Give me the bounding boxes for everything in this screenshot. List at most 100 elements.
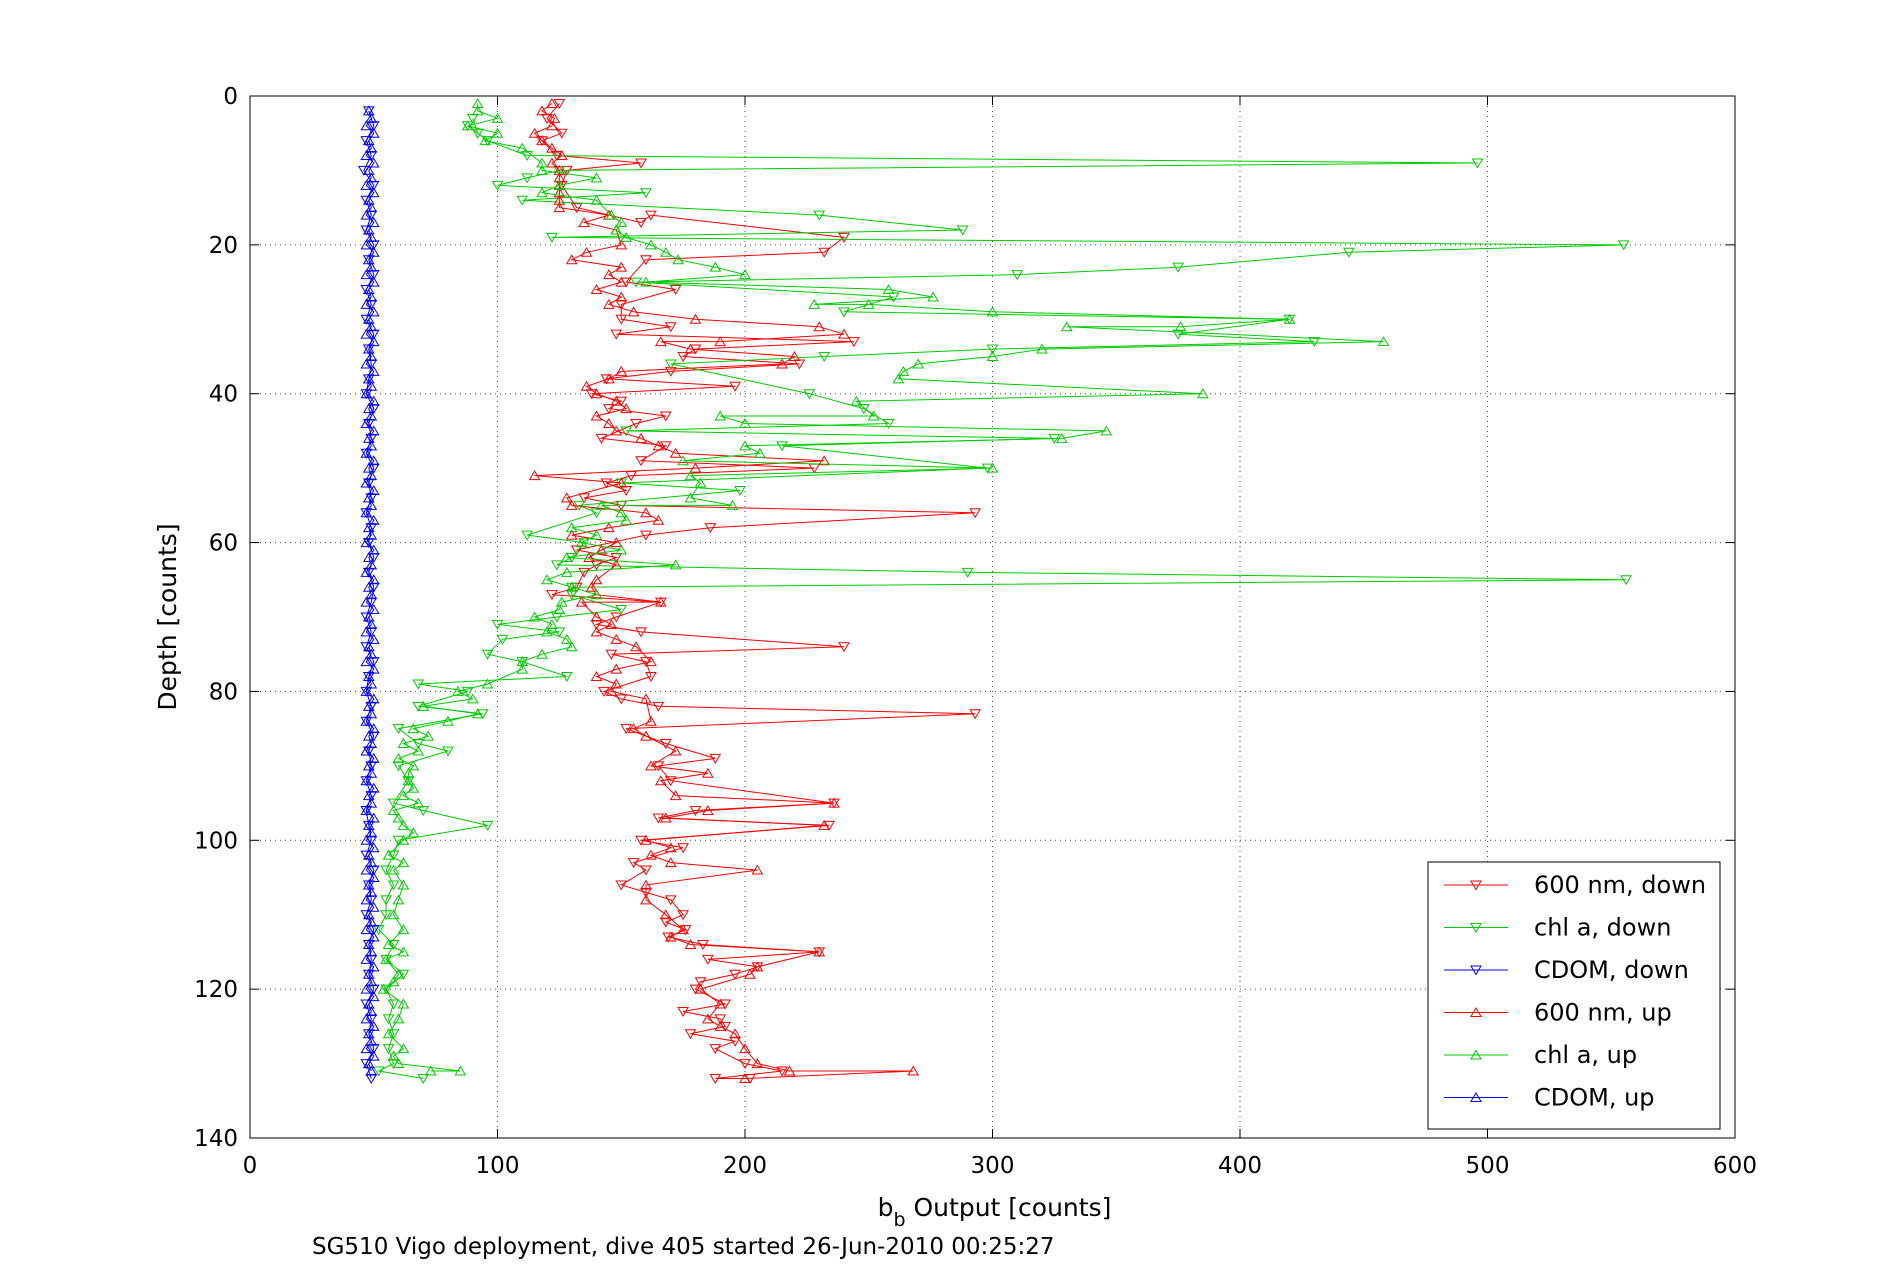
- data-point: [702, 954, 714, 965]
- data-point: [555, 128, 568, 139]
- data-point: [402, 767, 415, 778]
- legend-label: 600 nm, down: [1534, 871, 1706, 899]
- data-point: [365, 827, 378, 838]
- legend-swatch-marker: [1470, 880, 1482, 891]
- data-point: [362, 641, 375, 652]
- data-point: [367, 901, 380, 912]
- data-point: [471, 708, 484, 719]
- data-point: [729, 969, 741, 980]
- data-point: [640, 188, 652, 199]
- data-point: [360, 447, 373, 458]
- data-point: [362, 343, 375, 354]
- data-point: [360, 298, 373, 309]
- data-point: [689, 462, 702, 473]
- data-point: [360, 745, 373, 756]
- data-point: [1377, 336, 1390, 347]
- data-point: [412, 745, 425, 756]
- data-point: [553, 172, 566, 183]
- data-point: [565, 254, 578, 265]
- data-point: [659, 441, 672, 452]
- data-point: [838, 642, 850, 653]
- data-point: [664, 366, 677, 377]
- data-point: [367, 723, 380, 734]
- data-point: [362, 1028, 375, 1039]
- data-point: [360, 685, 373, 696]
- data-point: [392, 724, 405, 735]
- data-point: [848, 337, 860, 348]
- data-point: [471, 97, 484, 108]
- data-point: [360, 358, 373, 369]
- data-point: [605, 649, 618, 660]
- data-point: [659, 739, 672, 750]
- data-point: [360, 805, 373, 816]
- data-point: [387, 805, 400, 816]
- data-point: [684, 470, 697, 481]
- data-point: [828, 797, 840, 808]
- data-point: [452, 685, 464, 696]
- data-point: [481, 649, 494, 660]
- data-point: [850, 395, 863, 406]
- data-point: [481, 820, 494, 831]
- data-point: [615, 276, 628, 287]
- data-point: [367, 270, 380, 281]
- data-point: [603, 417, 615, 428]
- series-layer: [357, 97, 1632, 1084]
- data-point: [367, 752, 380, 763]
- data-point: [362, 254, 375, 265]
- data-point: [600, 478, 613, 489]
- data-point: [603, 404, 615, 415]
- data-point: [367, 991, 380, 1002]
- grid-layer: [250, 96, 1735, 1138]
- data-point: [677, 455, 689, 466]
- data-point: [365, 112, 378, 123]
- data-point: [362, 1058, 375, 1069]
- data-point: [367, 842, 380, 853]
- data-point: [734, 485, 746, 496]
- data-point: [897, 365, 910, 376]
- y-tick-label: 80: [209, 679, 238, 705]
- x-axis-label-main: b: [878, 1193, 894, 1222]
- data-point: [729, 381, 741, 392]
- data-point: [362, 492, 375, 503]
- data-point: [729, 1028, 741, 1039]
- data-point: [553, 179, 566, 190]
- x-tick-label: 200: [723, 1153, 767, 1179]
- data-point: [590, 619, 603, 630]
- data-point: [615, 261, 628, 272]
- data-point: [365, 321, 378, 332]
- chart-caption: SG510 Vigo deployment, dive 405 started …: [312, 1234, 1055, 1260]
- data-point: [669, 447, 682, 458]
- data-point: [560, 633, 573, 644]
- data-point: [397, 834, 410, 845]
- data-point: [422, 730, 435, 741]
- x-axis-label: bb Output [counts]: [878, 1193, 1112, 1231]
- series-cdom-up: [360, 105, 380, 1076]
- data-point: [362, 164, 375, 175]
- x-axis-label-rest: Output [counts]: [906, 1193, 1112, 1222]
- data-point: [481, 678, 494, 689]
- data-point: [652, 514, 665, 525]
- data-point: [397, 1043, 410, 1054]
- data-point: [615, 507, 628, 518]
- data-point: [367, 604, 380, 615]
- data-point: [610, 395, 623, 406]
- data-point: [362, 284, 375, 295]
- data-point: [392, 812, 405, 823]
- data-point: [360, 269, 373, 280]
- data-point: [387, 909, 400, 920]
- data-point: [808, 298, 821, 309]
- data-point: [907, 1065, 920, 1076]
- data-point: [615, 239, 628, 250]
- data-point: [362, 938, 375, 949]
- data-point: [555, 150, 568, 161]
- data-point: [927, 291, 939, 302]
- data-point: [392, 894, 405, 905]
- data-point: [365, 559, 378, 570]
- data-point: [365, 380, 378, 391]
- data-point: [362, 968, 375, 979]
- data-point: [635, 432, 647, 443]
- data-point: [862, 298, 875, 309]
- data-point: [528, 127, 541, 138]
- data-point: [664, 322, 677, 333]
- data-point: [397, 738, 410, 749]
